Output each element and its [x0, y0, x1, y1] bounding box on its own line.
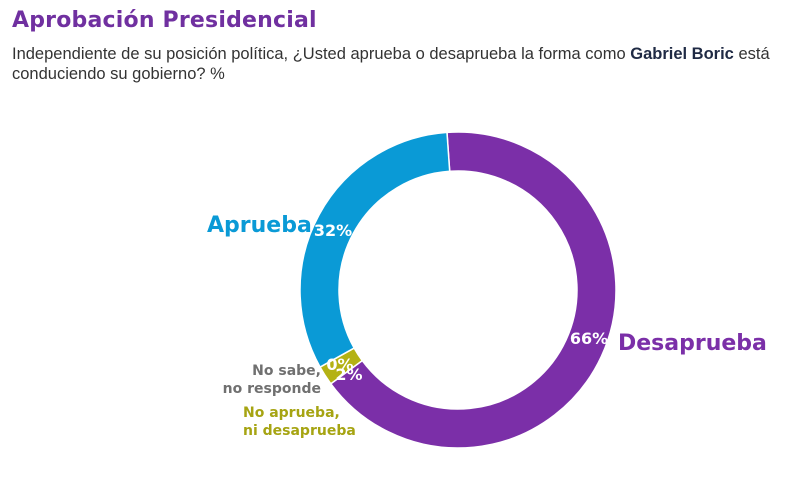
donut-slices — [299, 131, 617, 449]
legend-label-no-sabe-line1: No sabe, — [252, 363, 321, 379]
chart-title: Aprobación Presidencial — [12, 8, 317, 33]
legend-label-aprueba: Aprueba — [207, 213, 312, 238]
chart-subtitle: Independiente de su posición política, ¿… — [12, 44, 792, 84]
slice-label-desaprueba: 66% — [570, 329, 608, 348]
subtitle-text-before: Independiente de su posición política, ¿… — [12, 45, 631, 63]
subtitle-text-after: está conduciendo su gobierno? % — [12, 45, 770, 83]
legend-label-no-aprueba-line2: ni desaprueba — [243, 423, 356, 439]
legend-label-desaprueba: Desaprueba — [618, 331, 767, 356]
donut-slice-aprueba — [299, 131, 451, 369]
donut-slice-desaprueba — [329, 131, 617, 449]
legend-label-no-sabe-line2: no responde — [223, 381, 321, 397]
subtitle-president-name: Gabriel Boric — [630, 45, 734, 63]
slice-label-aprueba: 32% — [314, 221, 352, 240]
slice-label-no-sabe: 0% — [326, 355, 353, 374]
legend-label-no-aprueba-line1: No aprueba, — [243, 405, 340, 421]
slice-label-no-aprueba-ni-desaprueba: 2% — [335, 365, 362, 384]
